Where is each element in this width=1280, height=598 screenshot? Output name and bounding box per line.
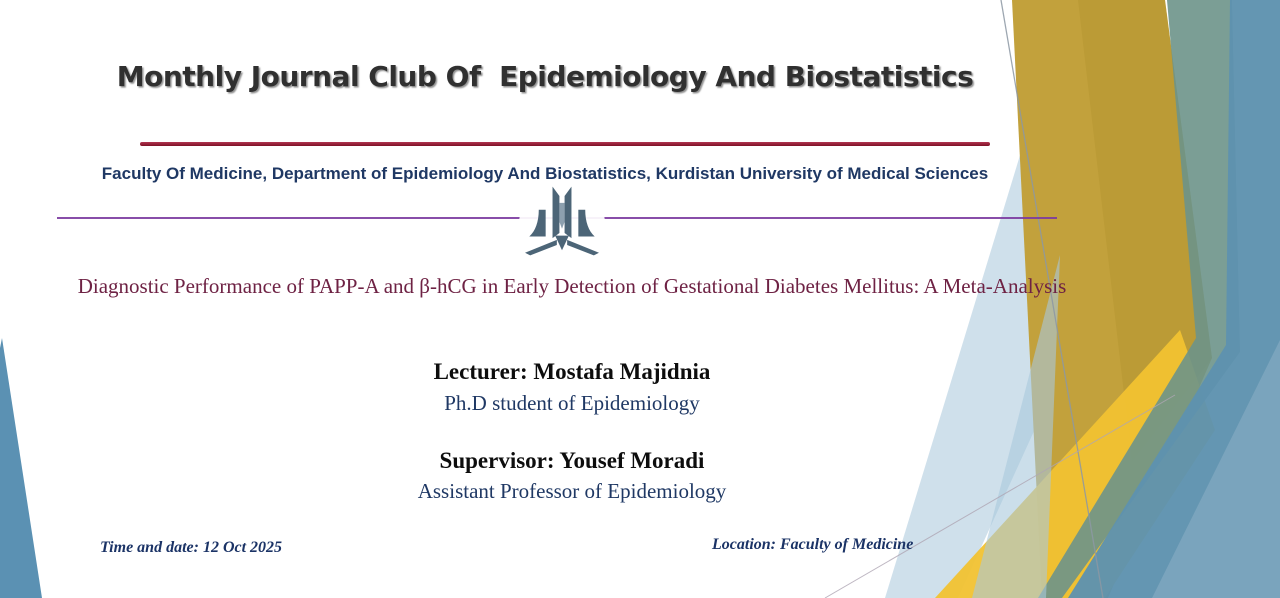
faculty-subtitle: Faculty Of Medicine, Department of Epide… [101, 164, 989, 183]
supervisor-role: Assistant Professor of Epidemiology [417, 479, 727, 503]
lecturer-name: Lecturer: Mostafa Majidnia [433, 359, 711, 384]
page-title: Monthly Journal Club Of Epidemiology And… [116, 60, 974, 93]
deco-teal-band [1038, 0, 1240, 598]
deco-steel-blue-light-overlay [1152, 340, 1280, 598]
corner-wedge [0, 338, 42, 598]
deco-light-blue-fan [972, 255, 1060, 598]
supervisor-name: Supervisor: Yousef Moradi [439, 448, 705, 473]
university-logo-icon [519, 184, 605, 264]
title-divider-red [140, 142, 990, 146]
time-and-date: Time and date: 12 Oct 2025 [100, 539, 283, 556]
deco-diagonal-line-shallow [824, 394, 1176, 598]
lecturer-role: Ph.D student of Epidemiology [444, 391, 700, 415]
location: Location: Faculty of Medicine [712, 536, 914, 553]
paper-title: Diagnostic Performance of PAPP-A and β-h… [77, 274, 1067, 298]
logo-emblem-shapes [525, 186, 599, 256]
deco-diagonal-line-steep [1000, 0, 1104, 598]
